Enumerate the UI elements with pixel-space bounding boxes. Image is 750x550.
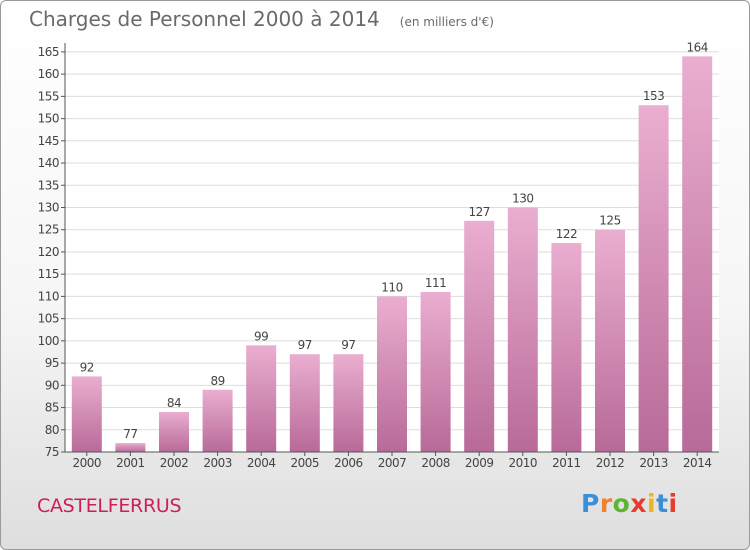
bar: [638, 105, 669, 452]
y-tick-label: 110: [38, 289, 59, 303]
data-label: 92: [80, 360, 94, 374]
y-tick-label: 105: [38, 312, 59, 326]
bar: [682, 56, 713, 453]
bar: [595, 229, 625, 452]
bar: [507, 207, 538, 452]
x-tick-label: 2011: [552, 456, 581, 470]
y-tick-label: 130: [38, 200, 59, 214]
x-tick-label: 2000: [73, 456, 102, 470]
bar: [246, 345, 277, 452]
data-label: 97: [298, 338, 312, 352]
x-tick-label: 2009: [465, 456, 494, 470]
y-tick-label: 120: [38, 245, 59, 259]
y-tick-label: 95: [45, 356, 59, 370]
x-tick-label: 2013: [639, 456, 668, 470]
bar: [551, 243, 582, 452]
y-tick-label: 140: [38, 156, 59, 170]
data-label: 97: [341, 338, 355, 352]
y-tick-label: 85: [45, 401, 59, 415]
bar: [420, 291, 451, 452]
logo-letter: x: [630, 489, 647, 518]
bar: [71, 376, 102, 452]
logo-letter: P: [581, 489, 600, 518]
x-tick-label: 2004: [247, 456, 276, 470]
bar: [333, 354, 364, 452]
x-tick-label: 2014: [683, 456, 712, 470]
data-label: 89: [210, 374, 224, 388]
x-tick-label: 2005: [291, 456, 320, 470]
bar: [115, 443, 146, 452]
y-tick-label: 90: [45, 378, 59, 392]
y-tick-label: 145: [38, 134, 59, 148]
data-label: 84: [167, 396, 181, 410]
x-tick-label: 2008: [421, 456, 450, 470]
x-tick-label: 2003: [203, 456, 232, 470]
y-tick-label: 125: [38, 223, 59, 237]
commune-name: CASTELFERRUS: [37, 495, 182, 517]
y-tick-label: 160: [38, 67, 59, 81]
logo-letter: o: [612, 489, 631, 518]
bar: [202, 389, 233, 452]
x-tick-label: 2007: [378, 456, 407, 470]
chart-subtitle: (en milliers d'€): [399, 15, 494, 29]
logo-letter: i: [647, 489, 657, 518]
x-tick-label: 2012: [596, 456, 625, 470]
proxiti-logo: Proxiti: [581, 489, 678, 518]
data-label: 164: [686, 40, 707, 54]
y-tick-label: 135: [38, 178, 59, 192]
title-row: Charges de Personnel 2000 à 2014 (en mill…: [29, 7, 494, 31]
logo-letter: i: [668, 489, 678, 518]
logo-letter: r: [599, 489, 613, 518]
data-label: 125: [599, 214, 620, 228]
bar: [464, 220, 495, 452]
data-label: 111: [425, 276, 446, 290]
chart-title: Charges de Personnel 2000 à 2014: [29, 7, 380, 31]
x-tick-label: 2002: [160, 456, 189, 470]
bar: [289, 354, 320, 452]
y-tick-label: 150: [38, 112, 59, 126]
data-label: 110: [381, 280, 402, 294]
x-tick-label: 2001: [116, 456, 145, 470]
logo-letter: t: [656, 489, 669, 518]
data-label: 77: [123, 427, 137, 441]
bar: [159, 411, 189, 452]
y-tick-label: 100: [38, 334, 59, 348]
y-tick-label: 165: [38, 45, 59, 59]
data-label: 130: [512, 191, 533, 205]
y-tick-label: 80: [45, 423, 59, 437]
data-label: 127: [468, 205, 489, 219]
y-tick-label: 155: [38, 89, 59, 103]
bar: [377, 296, 407, 452]
x-tick-label: 2010: [509, 456, 538, 470]
data-label: 122: [556, 227, 577, 241]
data-label: 99: [254, 329, 268, 343]
y-tick-label: 75: [45, 445, 59, 459]
x-tick-label: 2006: [334, 456, 363, 470]
data-label: 153: [643, 89, 664, 103]
y-tick-label: 115: [38, 267, 59, 281]
